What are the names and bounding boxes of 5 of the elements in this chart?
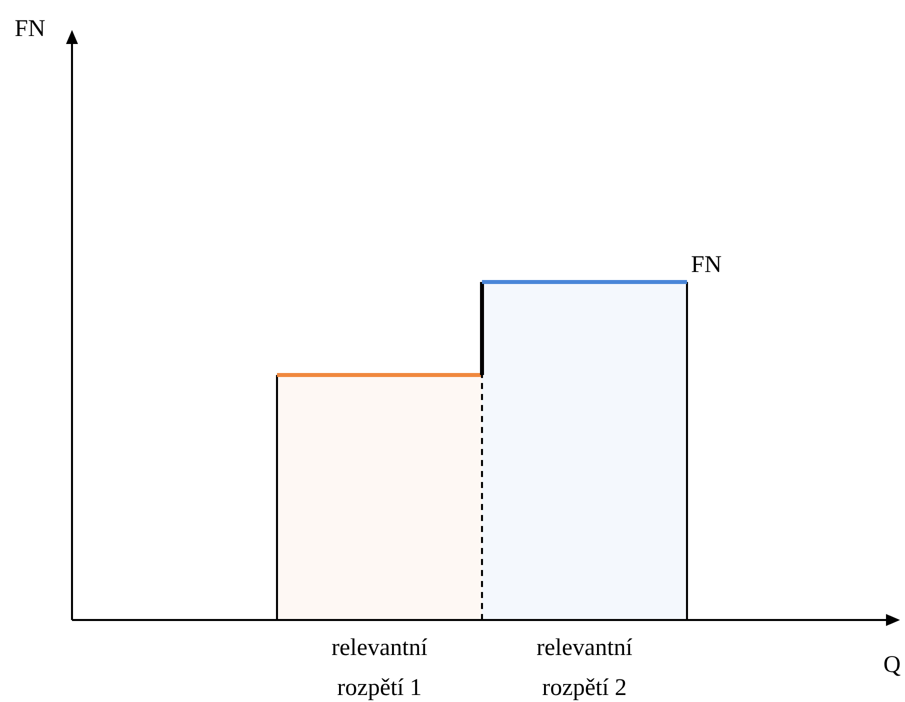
x-tick-label: relevantní rozpětí 1 <box>332 635 428 701</box>
x-axis-title: Q <box>883 652 901 678</box>
x-tick-label: relevantní rozpětí 2 <box>536 635 633 701</box>
text: FN <box>14 16 46 42</box>
text: FN <box>691 252 722 278</box>
